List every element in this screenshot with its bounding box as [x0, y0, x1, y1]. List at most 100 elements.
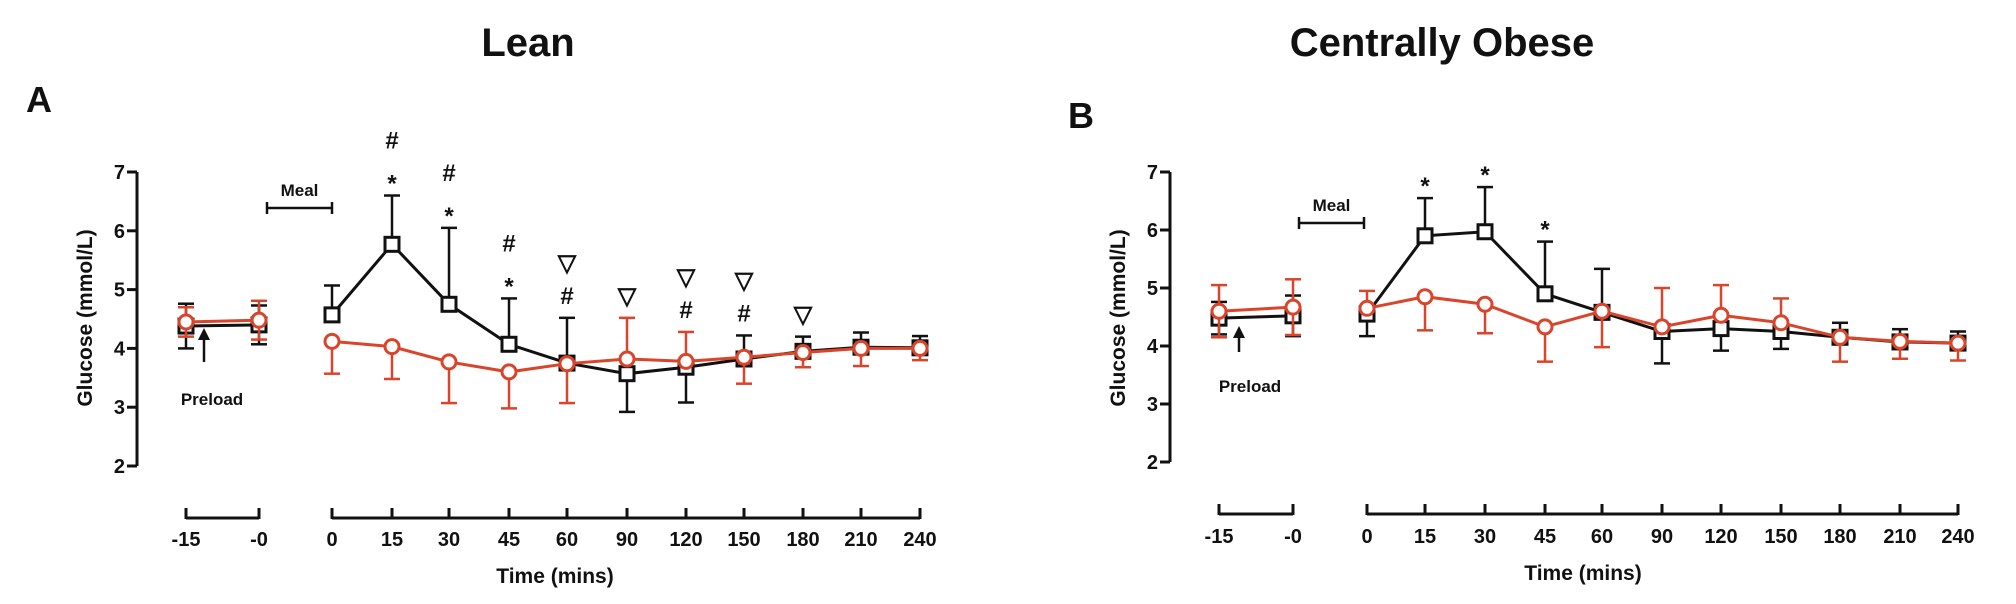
data-point-square: [1536, 285, 1554, 303]
x-tick-label: 30: [1474, 526, 1496, 548]
data-point-circle: [1891, 332, 1909, 350]
x-tick-label: -15: [172, 529, 201, 551]
series-line: [1218, 305, 1294, 313]
series-circles: [177, 299, 929, 410]
y-tick-label: 3: [114, 397, 125, 419]
x-tick-label: 60: [556, 529, 578, 551]
x-tick-label: 180: [1823, 526, 1856, 548]
significance-hash: #: [679, 297, 692, 324]
x-tick-label: -15: [1205, 526, 1234, 548]
y-tick-label: 6: [114, 221, 125, 243]
data-point-circle: [1831, 328, 1849, 346]
meal-label: Meal: [1313, 196, 1351, 215]
x-tick-label: 90: [1651, 526, 1673, 548]
x-axis-title: Time (mins): [1524, 562, 1641, 585]
significance-triangle: ▽: [557, 250, 578, 277]
x-tick-label: 0: [1361, 526, 1372, 548]
y-tick-label: 7: [1147, 162, 1158, 184]
data-point-circle: [911, 339, 929, 357]
significance-hash: #: [737, 300, 750, 327]
x-tick-label: -0: [250, 529, 268, 551]
x-tick-label: 30: [438, 529, 460, 551]
x-tick-label: 210: [844, 529, 877, 551]
panel-letter: B: [1068, 95, 1094, 136]
data-point-circle: [1358, 299, 1376, 317]
significance-hash: #: [502, 230, 515, 257]
chart-title: Centrally Obese: [1290, 21, 1595, 65]
x-tick-label: -0: [1284, 526, 1302, 548]
data-point-square: [1476, 223, 1494, 241]
y-tick-label: 4: [114, 338, 126, 360]
data-point-circle: [177, 313, 195, 331]
data-point-square: [323, 306, 341, 324]
panel-letter: A: [26, 79, 52, 120]
x-tick-label: 210: [1883, 526, 1916, 548]
data-point-circle: [1593, 302, 1611, 320]
data-point-circle: [1949, 334, 1967, 352]
meal-label: Meal: [281, 181, 319, 200]
data-point-circle: [677, 352, 695, 370]
data-point-circle: [1416, 288, 1434, 306]
data-point-circle: [735, 348, 753, 366]
data-point-circle: [1210, 302, 1228, 320]
significance-asterisk: *: [504, 273, 514, 300]
x-tick-label: 150: [727, 529, 760, 551]
data-point-square: [618, 365, 636, 383]
x-tick-label: 120: [669, 529, 702, 551]
data-point-circle: [618, 350, 636, 368]
data-point-square: [1416, 227, 1434, 245]
data-point-circle: [852, 339, 870, 357]
y-tick-label: 3: [1147, 394, 1158, 416]
significance-asterisk: *: [444, 203, 454, 230]
x-tick-label: 15: [381, 529, 403, 551]
significance-hash: #: [560, 283, 573, 310]
significance-asterisk: *: [1540, 217, 1550, 244]
x-tick-label: 45: [1534, 526, 1556, 548]
series-squares: [177, 194, 929, 414]
data-point-circle: [440, 353, 458, 371]
y-tick-label: 5: [114, 280, 125, 302]
data-point-circle: [794, 344, 812, 362]
x-tick-label: 240: [1941, 526, 1974, 548]
series-line: [185, 323, 260, 328]
x-tick-label: 180: [786, 529, 819, 551]
x-axis-title: Time (mins): [496, 565, 613, 588]
significance-hash: #: [385, 128, 398, 155]
significance-triangle: ▽: [734, 267, 755, 294]
significance-triangle: ▽: [617, 283, 638, 310]
data-point-circle: [383, 338, 401, 356]
preload-label: Preload: [181, 390, 243, 409]
x-tick-label: 0: [326, 529, 337, 551]
significance-triangle: ▽: [793, 302, 814, 329]
data-point-circle: [500, 363, 518, 381]
y-tick-label: 5: [1147, 278, 1158, 300]
data-point-circle: [1653, 318, 1671, 336]
data-point-circle: [1536, 318, 1554, 336]
series-circles: [1210, 278, 1967, 363]
data-point-circle: [1284, 298, 1302, 316]
data-point-square: [440, 295, 458, 313]
data-point-circle: [323, 332, 341, 350]
data-point-circle: [250, 311, 268, 329]
y-tick-label: 7: [114, 162, 125, 184]
series-line: [1218, 314, 1294, 320]
y-tick-label: 4: [1147, 336, 1159, 358]
significance-triangle: ▽: [676, 264, 697, 291]
data-point-circle: [558, 355, 576, 373]
preload-arrow-head: [198, 328, 210, 340]
data-point-circle: [1476, 295, 1494, 313]
chart-title: Lean: [481, 21, 574, 65]
data-point-square: [500, 335, 518, 353]
y-tick-label: 2: [1147, 452, 1158, 474]
x-tick-label: 60: [1591, 526, 1613, 548]
series-line: [185, 318, 260, 324]
y-tick-label: 6: [1147, 220, 1158, 242]
x-tick-label: 120: [1704, 526, 1737, 548]
preload-label: Preload: [1219, 377, 1281, 396]
data-point-square: [383, 235, 401, 253]
x-tick-label: 150: [1764, 526, 1797, 548]
y-axis-title: Glucose (mmol/L): [1107, 229, 1130, 406]
